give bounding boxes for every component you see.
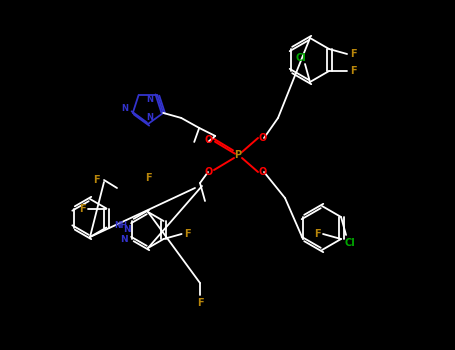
Text: O: O — [259, 133, 267, 143]
Text: N: N — [124, 224, 131, 233]
Text: O: O — [205, 167, 213, 177]
Text: O: O — [259, 167, 267, 177]
Text: F: F — [79, 203, 86, 214]
Text: P: P — [234, 150, 242, 160]
Text: Cl: Cl — [345, 238, 355, 248]
Text: F: F — [184, 229, 191, 239]
Text: F: F — [197, 298, 203, 308]
Text: N: N — [147, 112, 153, 121]
Text: NH: NH — [114, 222, 127, 231]
Text: N: N — [121, 234, 128, 244]
Text: F: F — [145, 173, 152, 183]
Text: F: F — [314, 229, 320, 239]
Text: N: N — [121, 104, 128, 113]
Text: F: F — [350, 49, 356, 59]
Text: N: N — [146, 94, 153, 104]
Text: F: F — [93, 175, 99, 185]
Text: Cl: Cl — [296, 53, 306, 63]
Text: O: O — [205, 135, 213, 145]
Text: F: F — [350, 66, 356, 76]
